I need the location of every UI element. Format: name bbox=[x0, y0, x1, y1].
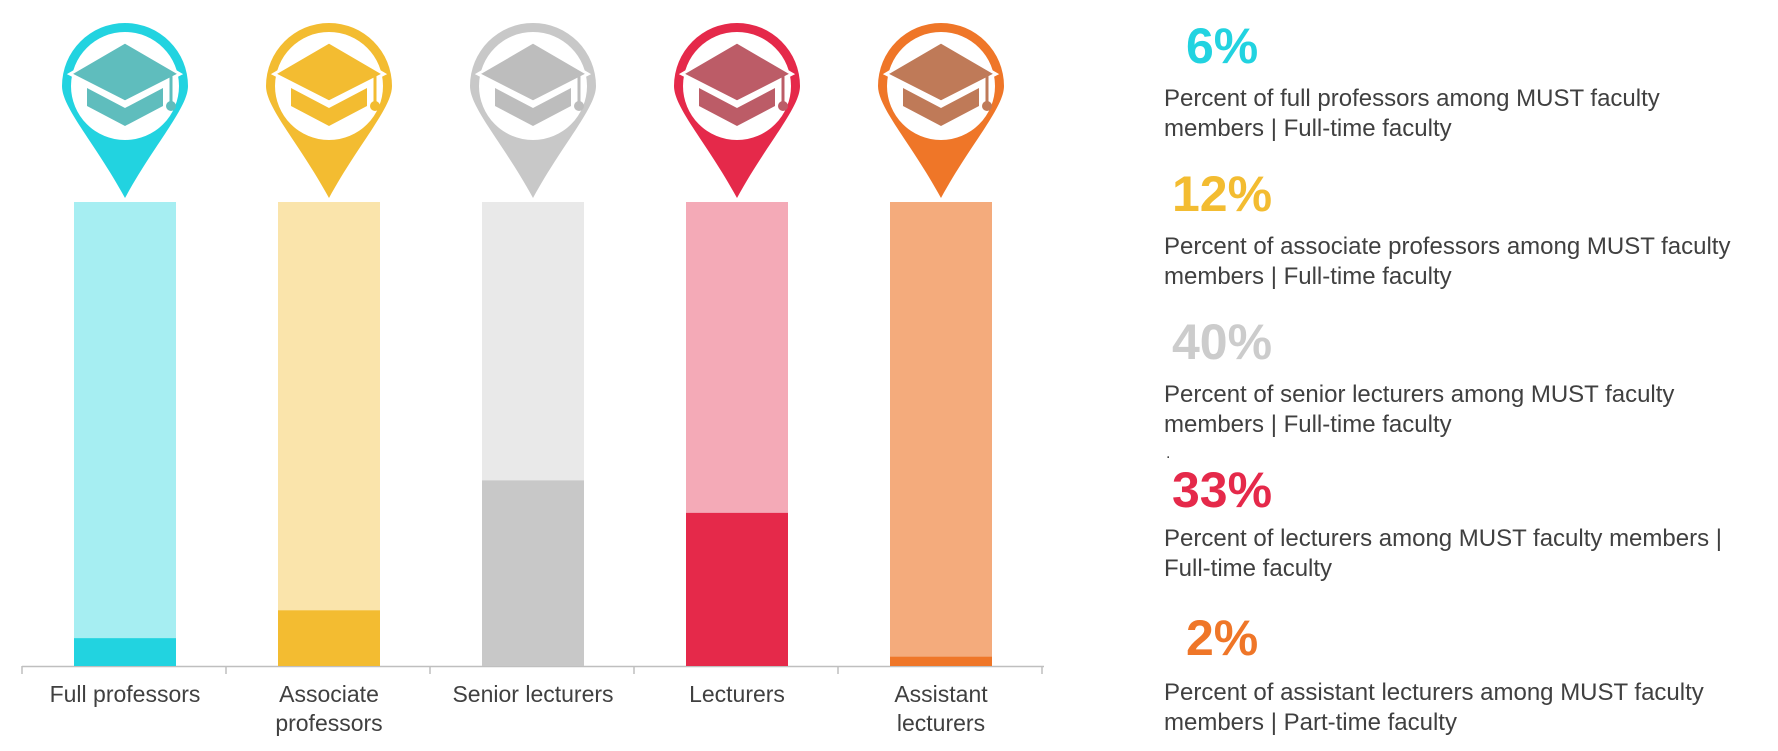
graduation-cap-icon bbox=[903, 88, 979, 126]
stat-value: 2% bbox=[1186, 610, 1259, 666]
cap-board bbox=[474, 40, 592, 104]
bar-background bbox=[278, 202, 380, 666]
stat-full-professors: 6% Percent of full professors among MUST… bbox=[1164, 18, 1764, 144]
stat-description: Percent of lecturers among MUST faculty … bbox=[1164, 525, 1722, 582]
bar bbox=[278, 610, 380, 666]
x-tick-label: Full professors bbox=[50, 681, 201, 707]
graduation-cap-icon bbox=[87, 88, 163, 126]
x-tick-label: professors bbox=[275, 710, 382, 736]
graduation-cap-icon bbox=[495, 88, 571, 126]
graduation-cap-icon bbox=[699, 88, 775, 126]
x-tick-label: Lecturers bbox=[689, 681, 785, 707]
cap-tassel bbox=[778, 101, 788, 111]
bar bbox=[890, 656, 992, 666]
stat-description: Percent of assistant lecturers among MUS… bbox=[1164, 679, 1704, 736]
stat-value: 6% bbox=[1186, 18, 1259, 74]
stat-description: Percent of associate professors among MU… bbox=[1164, 233, 1731, 290]
cap-tassel bbox=[574, 101, 584, 111]
x-tick-label: Senior lecturers bbox=[452, 681, 613, 707]
bar-background bbox=[74, 202, 176, 666]
x-tick-label: Associate bbox=[279, 681, 379, 707]
stat-description: Percent of full professors among MUST fa… bbox=[1164, 85, 1660, 142]
stat-value: 40% bbox=[1172, 314, 1273, 370]
x-tick-label: Assistant bbox=[894, 681, 988, 707]
stat-senior-lecturers: 40% Percent of senior lecturers among MU… bbox=[1164, 314, 1764, 440]
stat-value: 12% bbox=[1172, 166, 1273, 222]
cap-board bbox=[678, 40, 796, 104]
cap-board bbox=[270, 40, 388, 104]
bar bbox=[74, 638, 176, 666]
graduation-cap-icon bbox=[291, 88, 367, 126]
cap-tassel bbox=[166, 101, 176, 111]
cap-board bbox=[882, 40, 1000, 104]
x-tick-label: lecturers bbox=[897, 710, 985, 736]
stray-mark: . bbox=[1166, 445, 1171, 462]
cap-board bbox=[66, 40, 184, 104]
bar bbox=[686, 512, 788, 666]
cap-tassel bbox=[982, 101, 992, 111]
stat-lecturers: 33% Percent of lecturers among MUST facu… bbox=[1164, 462, 1764, 584]
bar-chart: Full professors Associate professors Senior… bbox=[21, 22, 1044, 736]
bar bbox=[482, 480, 584, 666]
stat-assistant-lecturers: 2% Percent of assistant lecturers among … bbox=[1164, 610, 1764, 738]
stat-description: Percent of senior lecturers among MUST f… bbox=[1164, 381, 1675, 438]
stat-value: 33% bbox=[1172, 462, 1273, 518]
bar-background bbox=[890, 202, 992, 666]
stat-associate-professors: 12% Percent of associate professors amon… bbox=[1164, 166, 1764, 292]
cap-tassel bbox=[370, 101, 380, 111]
